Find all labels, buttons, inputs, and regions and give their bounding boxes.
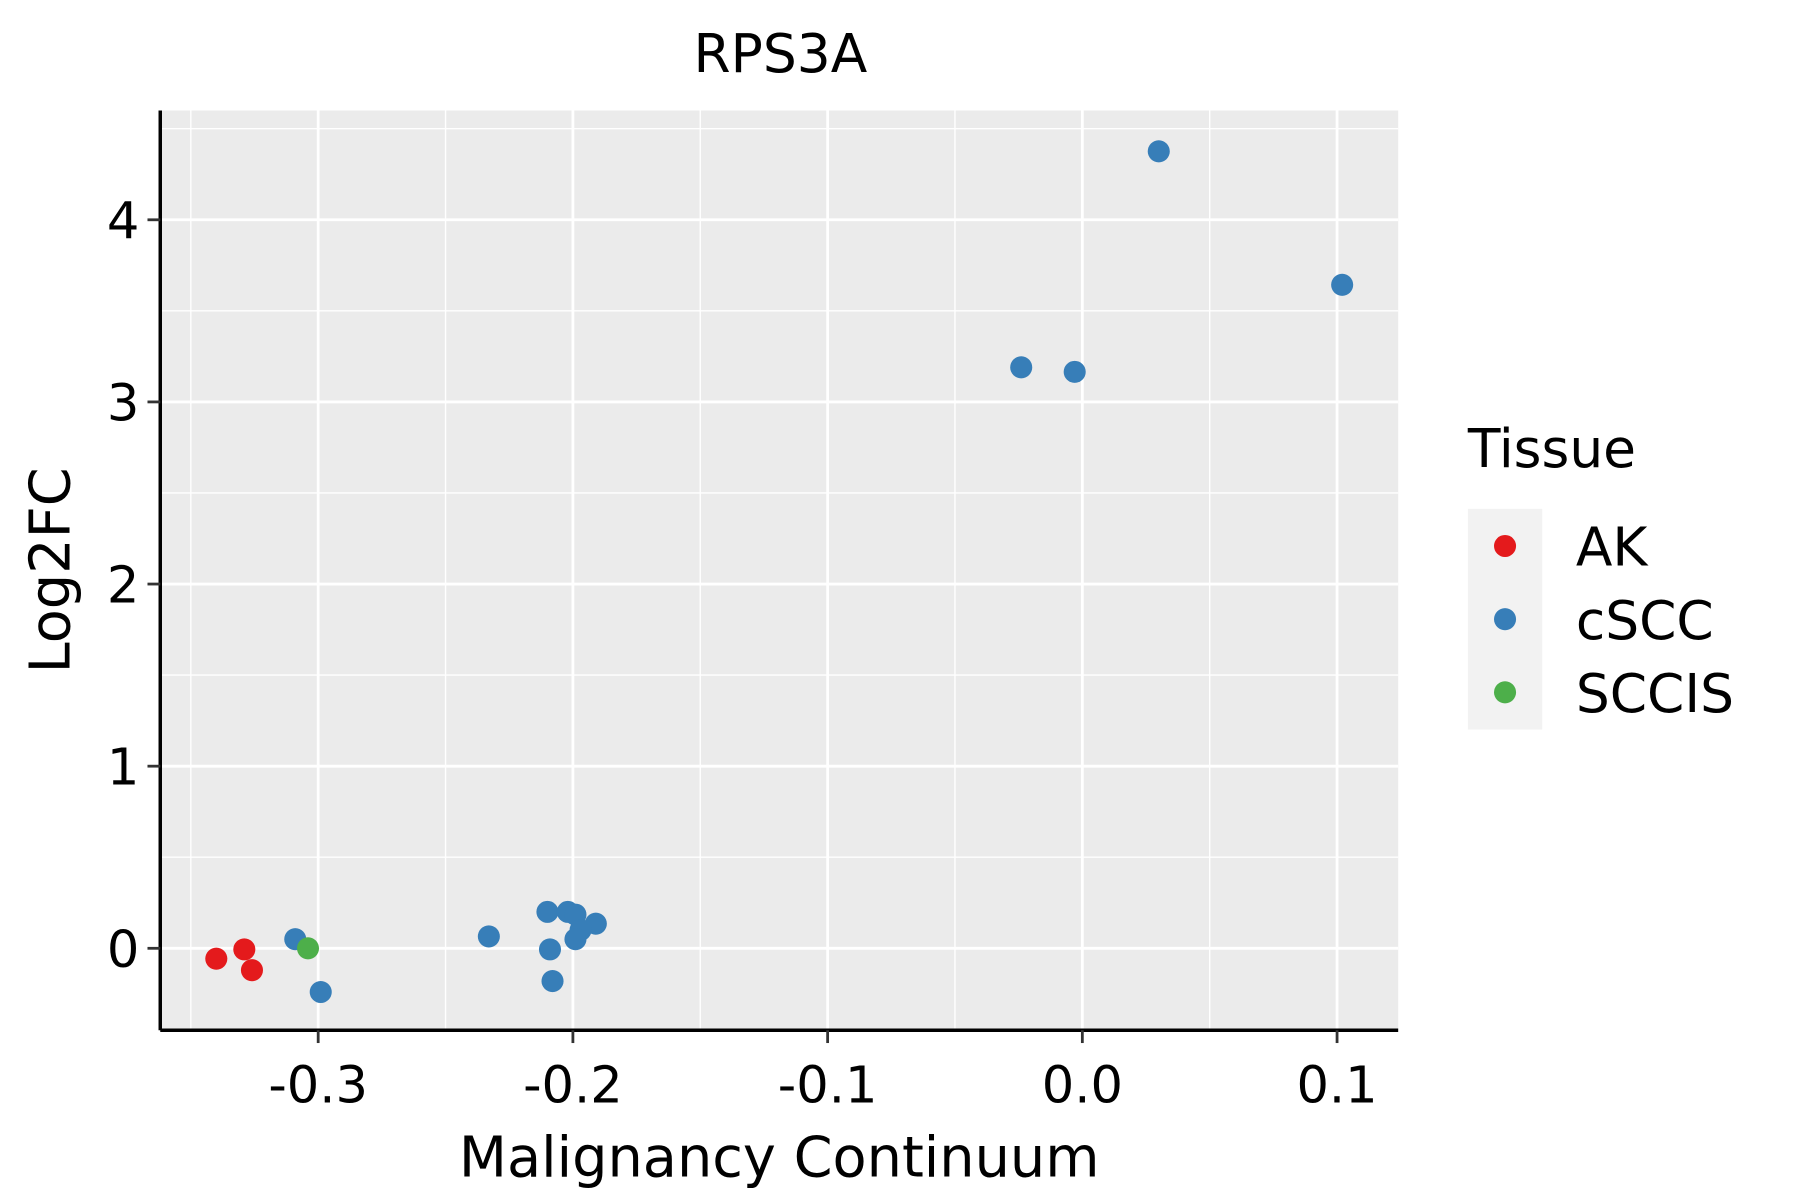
- legend-label-cscc: cSCC: [1576, 589, 1714, 652]
- gridlines: [160, 110, 1399, 1031]
- legend-key-sccis: [1494, 681, 1517, 704]
- x-tick-label: -0.2: [523, 1056, 623, 1115]
- y-tick-label: 1: [107, 739, 140, 798]
- y-axis-label: Log2FC: [19, 467, 84, 673]
- legend-label-sccis: SCCIS: [1576, 662, 1734, 725]
- point-cscc: [564, 928, 587, 951]
- x-tick-label: -0.1: [778, 1056, 878, 1115]
- y-tick-label: 4: [107, 192, 140, 251]
- x-tick-label: 0.1: [1296, 1056, 1377, 1115]
- y-tick-label: 2: [107, 557, 140, 616]
- x-tick-label: -0.3: [268, 1056, 368, 1115]
- legend-key-cscc: [1494, 608, 1517, 631]
- point-ak: [240, 959, 263, 982]
- point-cscc: [1063, 360, 1086, 383]
- axis-ticks: -0.3 -0.2 -0.1 0.0 0.1 0 1 2 3 4: [107, 192, 1378, 1115]
- point-cscc: [1010, 356, 1033, 379]
- point-cscc: [1331, 273, 1354, 296]
- point-ak: [205, 947, 228, 970]
- point-sccis: [296, 937, 320, 960]
- data-points: [205, 140, 1354, 1004]
- y-tick-label: 3: [107, 375, 140, 434]
- legend-label-ak: AK: [1576, 516, 1650, 579]
- point-cscc: [541, 970, 564, 993]
- legend-key-ak: [1494, 534, 1517, 558]
- point-cscc: [477, 925, 500, 948]
- plot-panel: [160, 110, 1399, 1031]
- point-cscc: [538, 938, 562, 961]
- x-tick-label: 0.0: [1042, 1056, 1123, 1115]
- point-cscc: [309, 980, 332, 1004]
- x-axis-label: Malignancy Continuum: [459, 1126, 1100, 1191]
- point-cscc: [1147, 140, 1170, 163]
- legend-title: Tissue: [1467, 417, 1636, 480]
- y-tick-label: 0: [107, 921, 140, 980]
- point-ak: [233, 938, 256, 961]
- legend: Tissue AK cSCC SCCIS: [1467, 417, 1734, 730]
- chart-title: RPS3A: [694, 22, 868, 85]
- point-cscc: [536, 900, 559, 923]
